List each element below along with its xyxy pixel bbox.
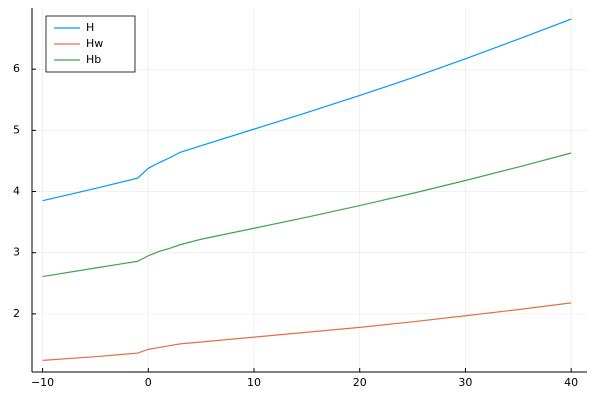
x-tick-label: 30	[458, 376, 472, 389]
line	[42, 302, 572, 361]
x-tick-label: −10	[31, 376, 54, 389]
y-tick-label: 5	[13, 123, 20, 136]
legend-label: Hb	[86, 53, 101, 66]
y-tick-label: 3	[13, 246, 20, 259]
line	[42, 152, 572, 278]
y-tick-label: 4	[13, 185, 20, 198]
x-tick-label: 10	[247, 376, 261, 389]
x-tick-label: 40	[564, 376, 578, 389]
x-tick-label: 0	[145, 376, 152, 389]
y-tick-label: 6	[13, 62, 20, 75]
x-tick-label: 20	[353, 376, 367, 389]
legend-label: H	[86, 21, 94, 34]
line	[42, 18, 572, 202]
y-tick-label: 2	[13, 307, 20, 320]
legend-label: Hw	[86, 37, 103, 50]
